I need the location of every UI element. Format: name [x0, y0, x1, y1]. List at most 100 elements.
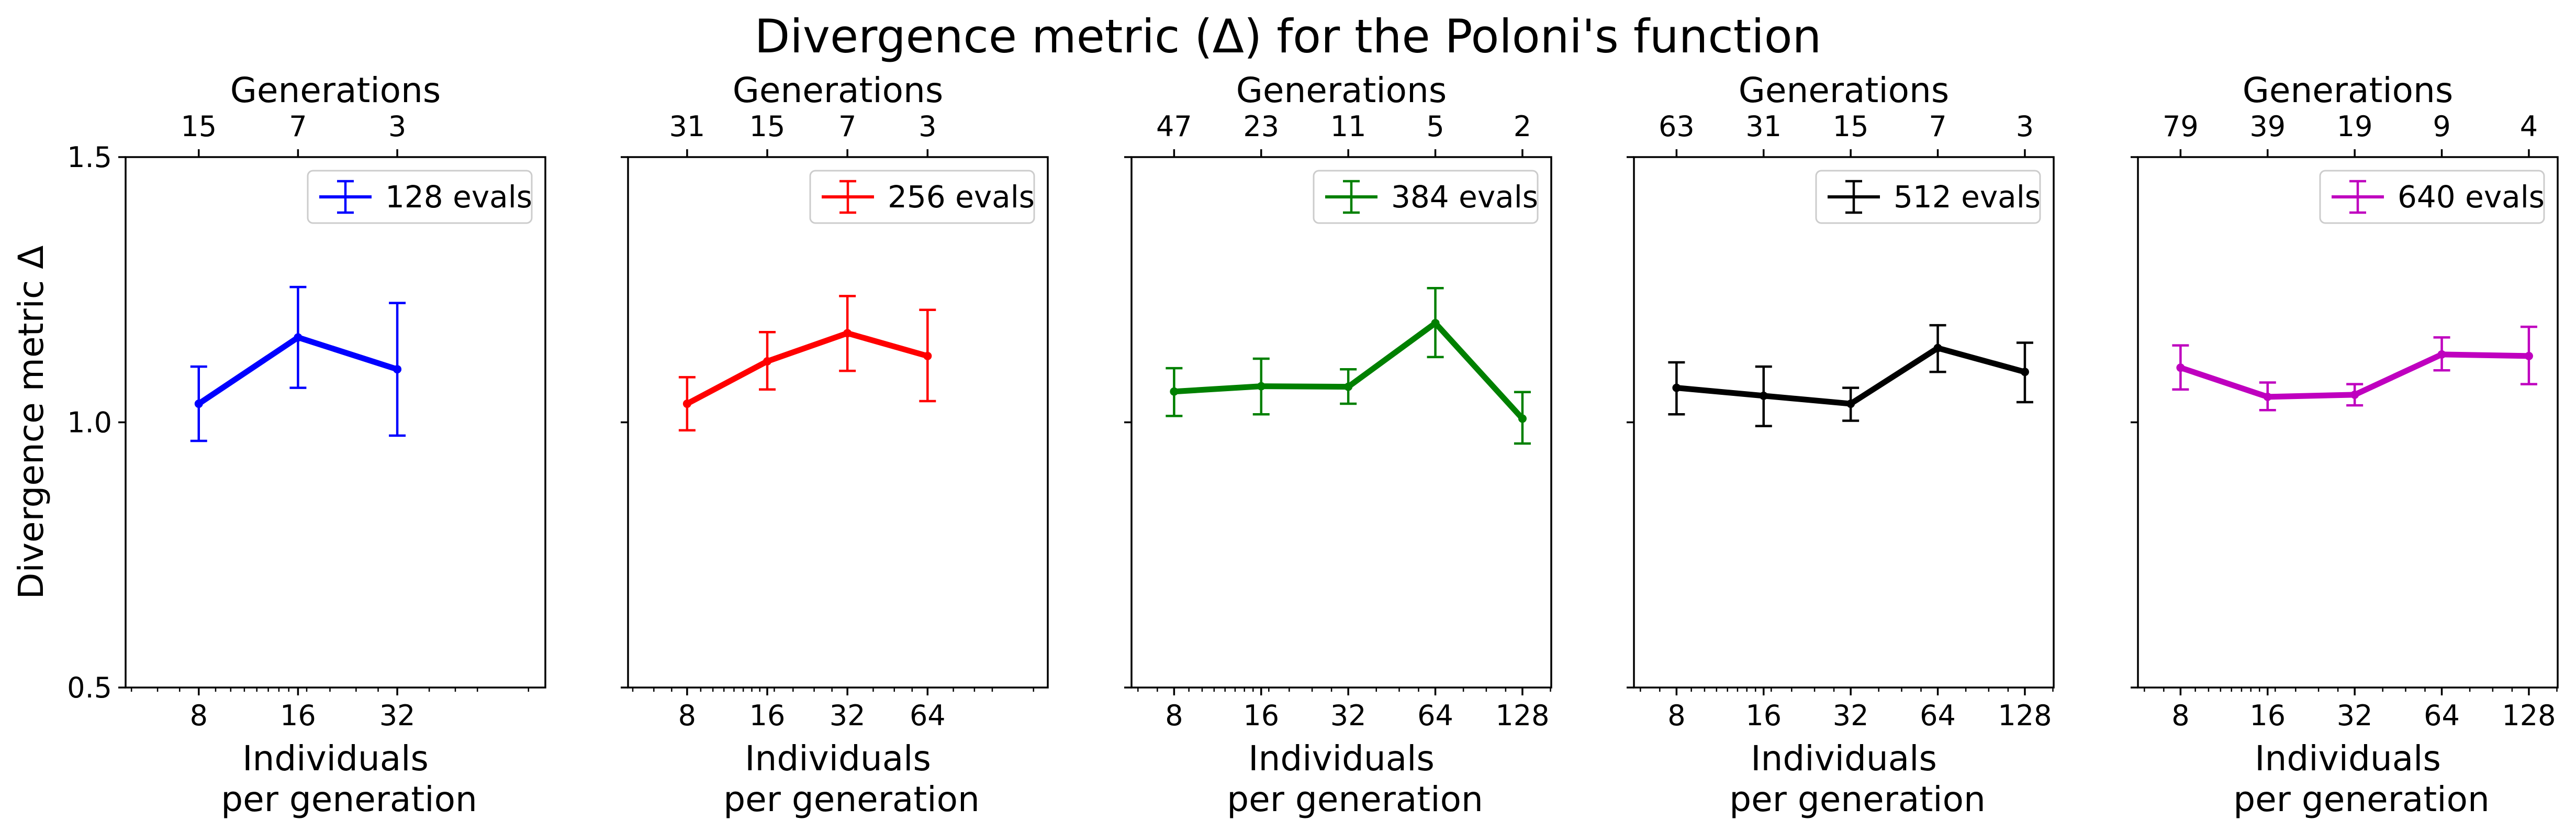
data-point — [1431, 319, 1440, 328]
legend-frame — [1313, 170, 1539, 224]
top-tick-label: 7 — [1929, 110, 1946, 143]
y-axis-label: Divergence metric Δ — [11, 246, 51, 600]
legend: 128 evals — [307, 170, 533, 224]
data-point — [1344, 382, 1353, 391]
data-point — [2263, 392, 2272, 401]
x-tick-label: 64 — [2424, 699, 2460, 732]
top-tick-label: 7 — [289, 110, 307, 143]
top-tick-label: 3 — [2016, 110, 2034, 143]
y-tick-label: 0.5 — [67, 671, 112, 704]
plot-frame — [1130, 156, 1552, 689]
top-tick-label: 3 — [919, 110, 936, 143]
subplot-3: 8 47 16 23 32 11 64 5 128 2 Generations Individuals… — [1124, 70, 1552, 819]
x-axis-label-line-1: Individuals — [2255, 738, 2441, 779]
x-tick-label: 16 — [2249, 699, 2286, 732]
data-point — [1672, 383, 1681, 392]
data-point — [682, 400, 691, 408]
plot-frame — [1633, 156, 2055, 689]
plot-frame — [2137, 156, 2559, 689]
data-point — [1846, 400, 1855, 408]
data-point — [393, 365, 402, 374]
plot-frame — [627, 156, 1049, 689]
legend: 256 evals — [809, 170, 1035, 224]
x-tick-label: 64 — [1417, 699, 1453, 732]
top-tick-label: 31 — [1745, 110, 1782, 143]
data-point — [194, 400, 203, 408]
subplot-4: 8 63 16 31 32 15 64 7 128 3 Generations Individuals… — [1627, 70, 2055, 819]
top-axis-label: Generations — [1236, 70, 1447, 110]
data-point — [1933, 344, 1942, 352]
top-axis-label: Generations — [733, 70, 944, 110]
x-axis-label: Individuals per generation — [1729, 738, 1986, 819]
series-1 — [1668, 324, 2033, 427]
data-point — [2176, 363, 2185, 372]
x-tick-label: 8 — [678, 699, 696, 732]
top-axis-label: Generations — [230, 70, 441, 110]
legend-label: 512 evals — [1894, 179, 2041, 215]
data-point — [843, 329, 852, 338]
x-tick-label: 32 — [2337, 699, 2373, 732]
legend-label: 256 evals — [888, 179, 1035, 215]
series-line — [686, 330, 928, 406]
x-tick-label: 32 — [379, 699, 416, 732]
top-tick-label: 63 — [1659, 110, 1695, 143]
x-tick-label: 8 — [2171, 699, 2189, 732]
x-tick-label: 16 — [280, 699, 316, 732]
x-axis-label-line-1: Individuals — [1248, 738, 1435, 779]
top-tick-label: 15 — [1833, 110, 1869, 143]
top-axis-label: Generations — [1739, 70, 1950, 110]
legend-frame — [307, 170, 533, 224]
top-tick-label: 79 — [2163, 110, 2199, 143]
x-axis-label: Individuals per generation — [1227, 738, 1483, 819]
legend-frame — [2319, 170, 2545, 224]
x-tick-label: 64 — [1920, 699, 1956, 732]
legend: 640 evals — [2319, 170, 2545, 224]
x-tick-label: 32 — [1330, 699, 1367, 732]
series-1 — [2172, 325, 2537, 412]
top-axis-label: Generations — [2243, 70, 2454, 110]
x-axis-label-line-2: per generation — [221, 779, 477, 819]
x-axis-label: Individuals per generation — [221, 738, 477, 819]
legend-label: 384 evals — [1391, 179, 1538, 215]
top-tick-label: 23 — [1243, 110, 1279, 143]
legend-frame — [1815, 170, 2041, 224]
top-tick-label: 5 — [1426, 110, 1444, 143]
x-tick-label: 64 — [910, 699, 946, 732]
x-axis-label-line-1: Individuals — [745, 738, 931, 779]
data-point — [2020, 368, 2029, 376]
x-axis-label: Individuals per generation — [723, 738, 980, 819]
legend: 384 evals — [1313, 170, 1539, 224]
data-point — [1518, 414, 1527, 423]
top-tick-label: 31 — [669, 110, 705, 143]
data-point — [2350, 390, 2359, 399]
legend-frame — [809, 170, 1035, 224]
legend-label: 640 evals — [2398, 179, 2545, 215]
x-tick-label: 16 — [1243, 699, 1279, 732]
data-point — [763, 357, 772, 366]
x-tick-label: 16 — [749, 699, 786, 732]
top-tick-label: 4 — [2520, 110, 2538, 143]
x-axis-label-line-2: per generation — [2233, 779, 2490, 819]
legend-label: 128 evals — [385, 179, 532, 215]
data-point — [1257, 382, 1265, 391]
top-tick-label: 47 — [1156, 110, 1192, 143]
x-tick-label: 8 — [1165, 699, 1183, 732]
top-tick-label: 11 — [1330, 110, 1367, 143]
data-point — [294, 333, 303, 342]
data-point — [1170, 387, 1179, 396]
x-axis-label-line-2: per generation — [1227, 779, 1483, 819]
data-point — [2437, 350, 2446, 359]
x-tick-label: 8 — [1667, 699, 1685, 732]
data-point — [2524, 351, 2533, 360]
x-tick-label: 128 — [1998, 699, 2052, 732]
x-tick-label: 128 — [1495, 699, 1549, 732]
x-axis-label-line-2: per generation — [1729, 779, 1986, 819]
x-tick-label: 32 — [1833, 699, 1869, 732]
subplots: 0.51.01.5815167323GenerationsIndividuals… — [11, 70, 2559, 819]
figure-title: Divergence metric (Δ) for the Poloni's f… — [755, 9, 1822, 63]
series-1 — [678, 295, 936, 431]
data-point — [1759, 391, 1768, 400]
x-axis-label-line-2: per generation — [723, 779, 980, 819]
